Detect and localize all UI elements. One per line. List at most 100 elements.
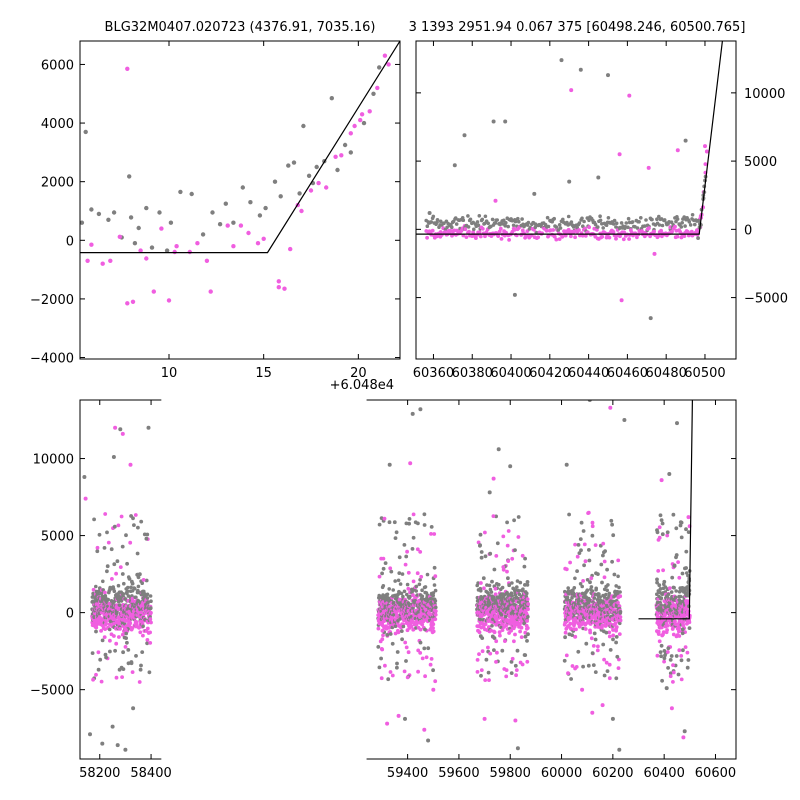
- data-point-gray: [432, 583, 437, 587]
- data-point-scatter-low: [377, 665, 382, 670]
- data-point-gray: [526, 615, 530, 619]
- data-point-scatter-low: [126, 661, 131, 666]
- data-point-outlier: [422, 727, 427, 732]
- data-point-scatter-low: [581, 664, 585, 669]
- data-point-gray: [607, 591, 612, 596]
- data-point-scatter-low: [124, 631, 129, 636]
- data-point-magenta: [138, 630, 143, 635]
- data-point-gray: [417, 582, 422, 587]
- data-point-magenta: [670, 229, 674, 234]
- data-point-gray: [263, 205, 268, 211]
- data-point-magenta: [682, 234, 687, 239]
- data-point-gray: [217, 222, 223, 227]
- plot-area: [416, 41, 723, 321]
- data-point-scatter-low: [386, 677, 391, 682]
- data-point-scatter-high: [382, 516, 387, 521]
- data-point-gray: [461, 218, 466, 222]
- data-point-scatter-low: [422, 646, 427, 651]
- data-point-gray: [598, 214, 602, 218]
- data-point-outlier: [578, 67, 583, 72]
- data-point-scatter-low: [399, 629, 404, 633]
- data-point-magenta: [276, 285, 281, 290]
- data-point-scatter-high: [686, 530, 691, 534]
- data-point-gray: [387, 587, 392, 591]
- data-point-outlier: [515, 746, 520, 751]
- data-point-scatter-low: [479, 673, 483, 678]
- data-point-magenta: [572, 229, 576, 234]
- data-point-gray: [566, 214, 571, 219]
- data-point-magenta: [665, 623, 670, 628]
- data-point-scatter-high: [478, 532, 483, 537]
- data-point-scatter-low: [379, 647, 384, 651]
- data-point-magenta: [580, 233, 585, 238]
- data-point-outlier: [131, 706, 136, 711]
- data-point-scatter-low: [119, 665, 124, 670]
- data-point-scatter-high: [116, 523, 121, 528]
- data-point-scatter-low: [591, 663, 596, 667]
- data-point-scatter-low: [112, 634, 116, 638]
- data-point-outlier: [617, 152, 622, 157]
- data-point-outlier: [110, 724, 115, 729]
- data-point-gray: [408, 594, 412, 599]
- data-point-scatter-low: [400, 637, 404, 642]
- data-point-gray: [487, 583, 492, 588]
- data-point-scatter-low: [677, 634, 682, 638]
- data-point-gray: [687, 220, 692, 224]
- model-line: [80, 41, 400, 254]
- data-point-gray: [475, 220, 480, 224]
- data-point-scatter-low: [602, 657, 606, 662]
- data-point-scatter-low: [611, 637, 615, 642]
- data-point-outlier: [427, 211, 432, 215]
- data-point-magenta: [352, 123, 357, 129]
- x-tick-label: 60420: [529, 366, 570, 381]
- data-point-scatter-high: [588, 580, 592, 585]
- data-point-gray: [435, 218, 440, 222]
- data-point-outlier: [120, 431, 125, 436]
- data-point-outlier: [508, 464, 513, 469]
- y-tick-label: −4000: [30, 352, 74, 367]
- data-point-scatter-low: [428, 662, 433, 667]
- data-point-outlier: [403, 716, 407, 721]
- data-point-outlier: [622, 418, 627, 422]
- data-point-scatter-low: [429, 657, 434, 661]
- data-point-scatter-high: [676, 560, 680, 564]
- data-point-gray: [483, 214, 488, 219]
- data-point-scatter-low: [94, 672, 98, 677]
- data-point-scatter-low: [492, 648, 496, 652]
- data-point-scatter-high: [136, 525, 140, 530]
- data-point-outlier: [503, 119, 508, 124]
- data-point-magenta: [430, 228, 435, 233]
- data-point-scatter-low: [614, 676, 619, 681]
- x-tick-label: 60460: [607, 366, 648, 381]
- x-tick-label: 59600: [438, 766, 479, 781]
- data-point-scatter-high: [611, 533, 616, 538]
- data-point-magenta: [433, 617, 438, 621]
- data-point-gray: [134, 595, 138, 600]
- data-point-gray: [476, 581, 480, 585]
- data-point-rise: [703, 162, 708, 167]
- data-point-scatter-high: [575, 554, 580, 559]
- data-point-scatter-low: [686, 658, 691, 662]
- data-point-scatter-low: [680, 631, 685, 636]
- data-point-outlier: [610, 716, 615, 721]
- data-point-scatter-low: [406, 650, 411, 655]
- data-point-gray: [401, 594, 405, 599]
- data-point-gray: [660, 223, 665, 228]
- data-point-scatter-low: [500, 648, 505, 653]
- data-point-gray: [585, 578, 590, 582]
- data-point-scatter-high: [492, 567, 497, 572]
- data-point-scatter-high: [132, 523, 136, 527]
- data-point-magenta: [500, 628, 505, 632]
- data-point-outlier: [493, 198, 498, 203]
- data-point-scatter-high: [422, 512, 427, 517]
- data-point-scatter-high: [139, 519, 144, 524]
- data-point-gray: [145, 592, 150, 597]
- data-point-magenta: [145, 626, 150, 631]
- data-point-magenta: [509, 628, 513, 633]
- data-point-scatter-high: [600, 580, 604, 585]
- y-tick-label: 5000: [41, 530, 74, 545]
- data-point-magenta: [496, 620, 501, 625]
- data-point-scatter-low: [390, 641, 395, 646]
- data-point-gray: [545, 215, 550, 220]
- data-point-scatter-high: [501, 534, 506, 539]
